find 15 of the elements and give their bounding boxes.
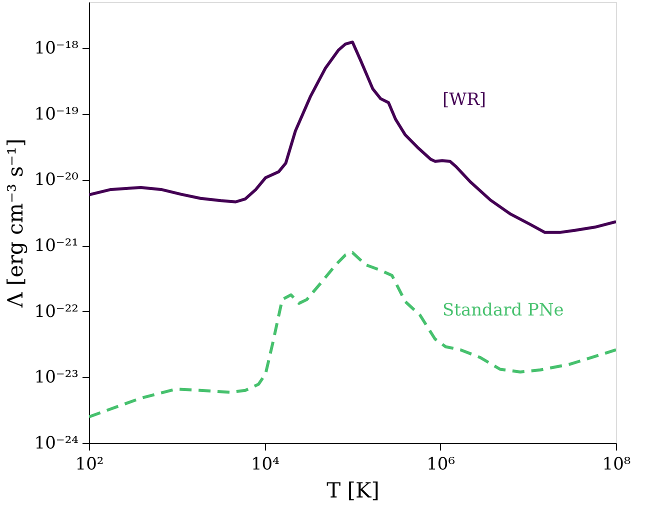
y-tick-label: 10⁻²¹ — [34, 236, 78, 256]
x-axis-title: T [K] — [326, 478, 380, 502]
x-tick-label: 10⁴ — [250, 454, 280, 474]
y-tick-label: 10⁻¹⁸ — [34, 38, 79, 59]
x-tick-label: 10⁸ — [602, 454, 631, 474]
x-tick-label: 10² — [75, 454, 104, 474]
y-tick-label: 10⁻²⁴ — [34, 434, 79, 454]
y-tick-label: 10⁻²⁰ — [34, 170, 79, 190]
text: [WR] — [442, 90, 486, 110]
y-tick-label: 10⁻²² — [34, 302, 78, 322]
y-tick-label: 10⁻²³ — [34, 368, 78, 388]
y-axis-title: Λ [erg cm⁻³ s⁻¹] — [3, 138, 28, 308]
y-tick-label: 10⁻¹⁹ — [34, 104, 79, 124]
series-label: Standard PNe — [442, 300, 564, 321]
x-tick-label: 10⁶ — [426, 454, 456, 474]
